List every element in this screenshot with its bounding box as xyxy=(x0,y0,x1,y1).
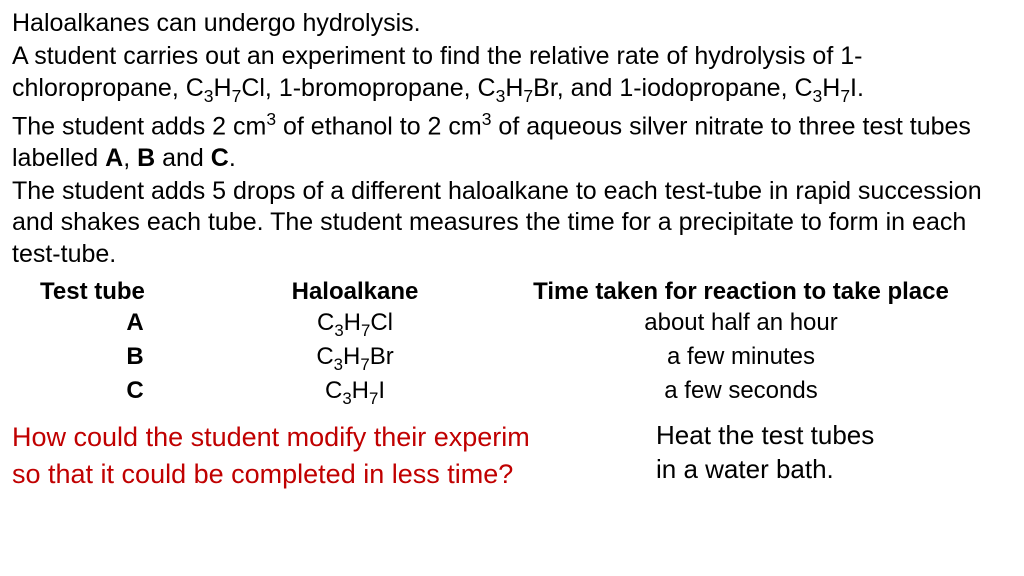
superscript-3: 3 xyxy=(482,109,492,129)
paragraph-2: A student carries out an experiment to f… xyxy=(12,41,1012,107)
subscript-7: 7 xyxy=(232,86,242,106)
cell-tube: C xyxy=(30,376,240,410)
text: Br, and 1-iodopropane, C xyxy=(533,74,812,102)
answer-line-2: in a water bath. xyxy=(656,454,834,484)
text: I. xyxy=(850,74,864,102)
formula-part: H xyxy=(344,309,361,336)
formula-part: C xyxy=(317,309,334,336)
cell-tube: B xyxy=(30,342,240,376)
col-header-time: Time taken for reaction to take place xyxy=(470,276,1012,308)
formula-part: Br xyxy=(370,343,394,370)
text: Haloalkanes can undergo hydrolysis. xyxy=(12,9,421,37)
text: . xyxy=(229,144,236,172)
formula-part: C xyxy=(316,343,333,370)
cell-haloalkane: C3H7Br xyxy=(240,342,470,376)
subscript-7: 7 xyxy=(361,321,370,340)
subscript-3: 3 xyxy=(813,86,823,106)
text: , xyxy=(123,144,137,172)
subscript-3: 3 xyxy=(334,321,343,340)
subscript-3: 3 xyxy=(496,86,506,106)
text: of ethanol to 2 cm xyxy=(276,113,482,141)
text: Cl, 1-bromopropane, C xyxy=(241,74,495,102)
question-line-1: How could the student modify their exper… xyxy=(12,422,530,452)
formula-part: C xyxy=(325,377,342,404)
cell-haloalkane: C3H7Cl xyxy=(240,308,470,342)
subscript-7: 7 xyxy=(369,388,378,407)
subscript-3: 3 xyxy=(342,388,351,407)
question-answer-row: How could the student modify their exper… xyxy=(12,419,1012,492)
subscript-7: 7 xyxy=(840,86,850,106)
question-line-2: so that it could be completed in less ti… xyxy=(12,459,513,489)
text: The student adds 5 drops of a different … xyxy=(12,177,982,268)
formula-part: I xyxy=(378,377,385,404)
formula-part: H xyxy=(343,343,360,370)
label-B: B xyxy=(137,144,155,172)
col-header-tube: Test tube xyxy=(30,276,240,308)
subscript-7: 7 xyxy=(360,355,369,374)
label-C: C xyxy=(211,144,229,172)
text: The student adds 2 cm xyxy=(12,113,266,141)
answer-line-1: Heat the test tubes xyxy=(656,420,874,450)
cell-time: a few seconds xyxy=(470,376,1012,410)
question-text: How could the student modify their exper… xyxy=(12,419,652,492)
text: H xyxy=(822,74,840,102)
paragraph-4: The student adds 5 drops of a different … xyxy=(12,176,1012,270)
formula-part: H xyxy=(352,377,369,404)
answer-text: Heat the test tubes in a water bath. xyxy=(652,419,874,492)
cell-haloalkane: C3H7I xyxy=(240,376,470,410)
cell-time: a few minutes xyxy=(470,342,1012,376)
cell-tube: A xyxy=(30,308,240,342)
subscript-7: 7 xyxy=(523,86,533,106)
paragraph-1: Haloalkanes can undergo hydrolysis. xyxy=(12,8,1012,39)
paragraph-3: The student adds 2 cm3 of ethanol to 2 c… xyxy=(12,109,1012,174)
subscript-3: 3 xyxy=(334,355,343,374)
text: H xyxy=(214,74,232,102)
results-table: Test tube Haloalkane Time taken for reac… xyxy=(30,276,1012,409)
cell-time: about half an hour xyxy=(470,308,1012,342)
col-header-haloalkane: Haloalkane xyxy=(240,276,470,308)
label-A: A xyxy=(105,144,123,172)
formula-part: Cl xyxy=(370,309,393,336)
subscript-3: 3 xyxy=(204,86,214,106)
superscript-3: 3 xyxy=(266,109,276,129)
text: H xyxy=(505,74,523,102)
text: and xyxy=(155,144,211,172)
